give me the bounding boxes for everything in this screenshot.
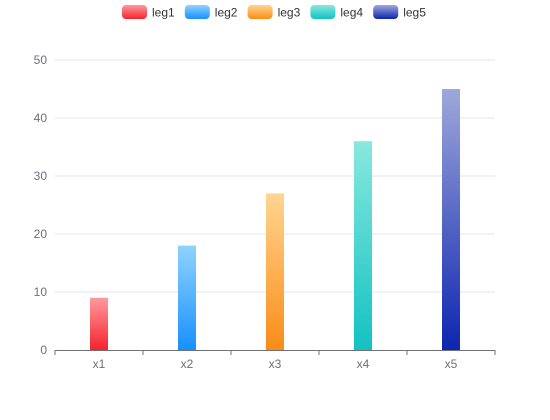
bar-leg2-x2[interactable] [178,245,196,350]
y-tick-label: 10 [34,285,48,299]
y-tick-label: 40 [34,111,48,125]
legend-swatch [122,5,147,19]
legend-item-leg2[interactable]: leg2 [184,5,238,20]
bar-leg5-x5[interactable] [442,89,460,350]
legend-item-leg5[interactable]: leg5 [373,5,426,20]
x-axis: x1 x2 x3 x4 x5 [54,350,496,371]
y-tick-label: 20 [34,227,48,241]
bar-leg1-x1[interactable] [90,297,108,350]
y-tick-label: 0 [40,343,47,357]
legend: leg1 leg2 leg3 leg4 leg5 [122,5,426,20]
legend-label: leg2 [215,6,238,20]
legend-label: leg3 [278,6,301,20]
y-tick-label: 30 [34,169,48,183]
bar-leg4-x4[interactable] [354,141,372,350]
legend-swatch [373,5,399,19]
legend-item-leg1[interactable]: leg1 [122,5,175,20]
x-tick-label: x2 [181,357,194,371]
legend-item-leg4[interactable]: leg4 [310,5,363,20]
legend-label: leg4 [340,6,363,20]
grid [55,59,495,293]
x-tick-label: x3 [269,357,282,371]
legend-label: leg5 [403,6,426,20]
legend-swatch [310,5,336,19]
x-tick-label: x5 [445,357,458,371]
y-axis: 0 10 20 30 40 50 [34,53,48,357]
legend-swatch [247,5,273,19]
bars [90,89,460,350]
x-tick-label: x1 [93,357,106,371]
legend-item-leg3[interactable]: leg3 [247,5,301,20]
legend-label: leg1 [152,6,175,20]
legend-swatch [184,5,210,19]
bar-leg3-x3[interactable] [266,193,284,350]
y-tick-label: 50 [34,53,48,67]
x-tick-label: x4 [357,357,370,371]
